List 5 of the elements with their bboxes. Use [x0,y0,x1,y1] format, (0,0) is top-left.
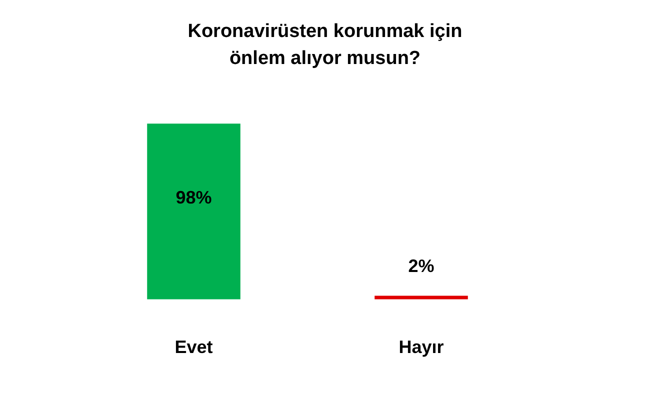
data-label: 2% [408,256,434,276]
x-tick-label: Evet [174,337,213,358]
x-tick-label: Hayır [398,337,444,358]
data-label: 98% [176,188,212,208]
chart-title: Koronavirüsten korunmak için önlem alıyor musun? [186,20,464,71]
